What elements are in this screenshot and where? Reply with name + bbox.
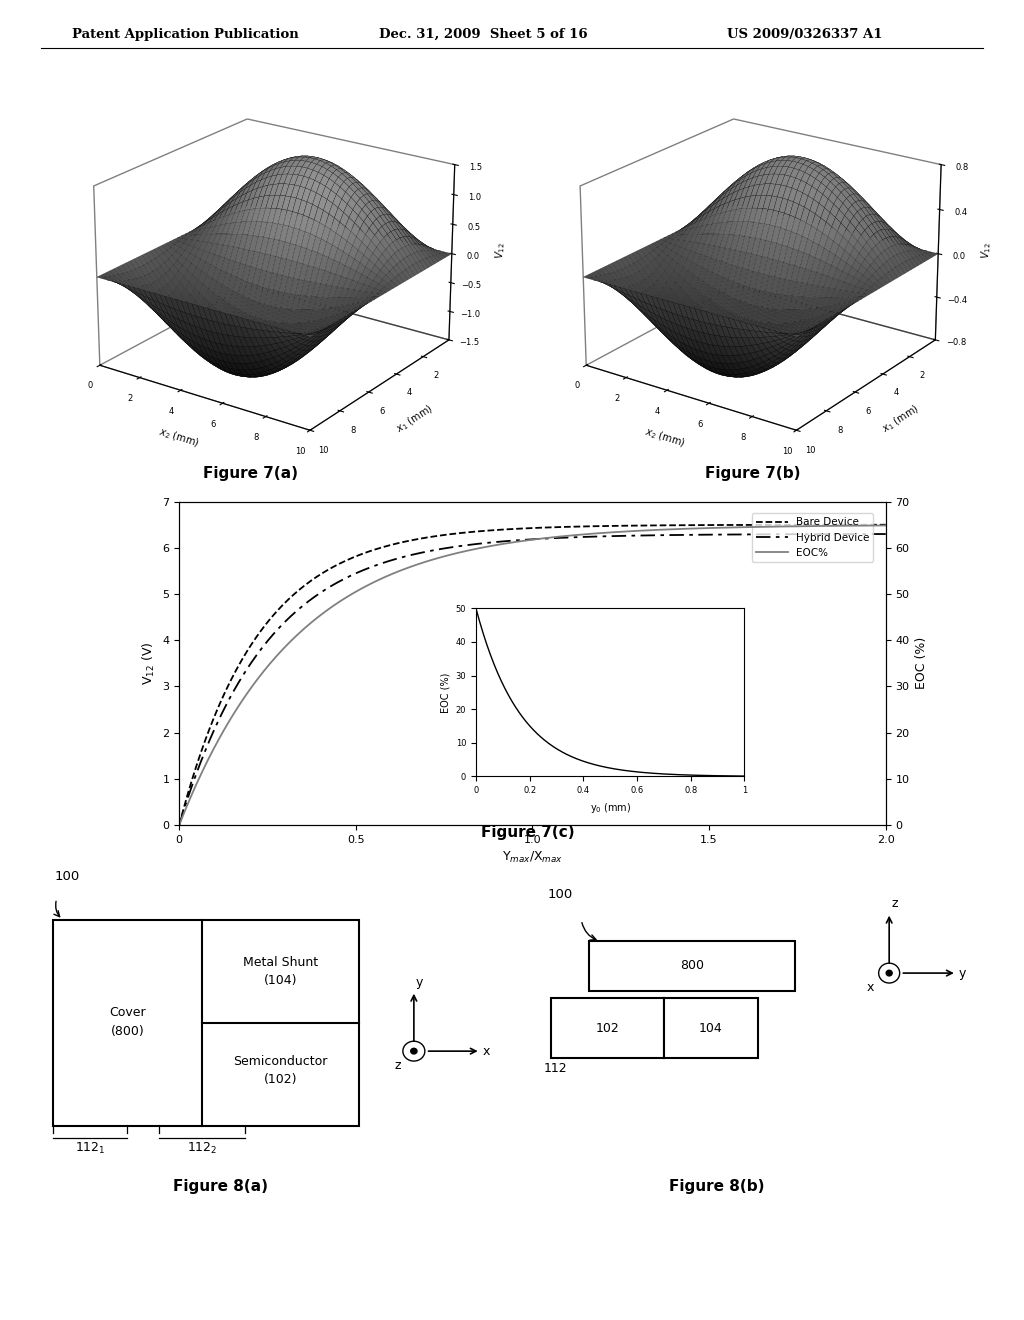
Bare Device — [880, 517, 892, 533]
EOC% — [594, 525, 606, 541]
Text: 112$_1$: 112$_1$ — [75, 1142, 105, 1156]
Text: y: y — [958, 966, 966, 979]
Y-axis label: EOC (%): EOC (%) — [915, 638, 928, 689]
Bare Device — [594, 519, 606, 535]
Hybrid Device — [513, 532, 525, 548]
Bare Device — [862, 517, 874, 533]
Hybrid Device — [594, 528, 606, 544]
Text: Figure 8(b): Figure 8(b) — [669, 1179, 765, 1193]
Y-axis label: $x_1$ (mm): $x_1$ (mm) — [880, 401, 923, 436]
Text: (800): (800) — [111, 1026, 144, 1038]
EOC% — [862, 517, 874, 533]
Circle shape — [886, 970, 892, 975]
Text: Metal Shunt: Metal Shunt — [243, 956, 318, 969]
Text: x: x — [866, 981, 874, 994]
Text: z: z — [394, 1059, 400, 1072]
Text: Figure 7(c): Figure 7(c) — [480, 825, 574, 840]
Text: Semiconductor: Semiconductor — [233, 1055, 328, 1068]
Hybrid Device — [173, 817, 185, 833]
Text: 100: 100 — [548, 887, 573, 900]
X-axis label: $x_2$ (mm): $x_2$ (mm) — [157, 425, 200, 450]
Circle shape — [411, 1048, 417, 1053]
Text: US 2009/0326337 A1: US 2009/0326337 A1 — [727, 28, 883, 41]
EOC% — [513, 533, 525, 549]
Hybrid Device — [862, 527, 874, 543]
Text: 100: 100 — [54, 870, 80, 883]
EOC% — [880, 517, 892, 533]
Bar — [664, 998, 758, 1059]
X-axis label: $x_2$ (mm): $x_2$ (mm) — [643, 425, 686, 450]
Text: Cover: Cover — [109, 1006, 145, 1019]
X-axis label: Y$_{max}$/X$_{max}$: Y$_{max}$/X$_{max}$ — [502, 850, 563, 866]
Bare Device — [513, 520, 525, 536]
EOC% — [753, 519, 765, 535]
Bare Device — [555, 519, 567, 535]
Text: 102: 102 — [596, 1022, 620, 1035]
Bar — [551, 998, 664, 1059]
Bar — [589, 941, 796, 991]
Bare Device — [753, 517, 765, 533]
Text: x: x — [482, 1044, 489, 1057]
Hybrid Device — [555, 529, 567, 545]
Text: Dec. 31, 2009  Sheet 5 of 16: Dec. 31, 2009 Sheet 5 of 16 — [379, 28, 588, 41]
Text: y: y — [416, 975, 423, 989]
Text: Figure 7(a): Figure 7(a) — [204, 466, 298, 480]
Text: (104): (104) — [263, 974, 297, 986]
Bare Device — [173, 817, 185, 833]
Legend: Bare Device, Hybrid Device, EOC%: Bare Device, Hybrid Device, EOC% — [753, 513, 873, 562]
EOC% — [555, 528, 567, 544]
Bare Device — [509, 521, 521, 537]
Text: Figure 8(a): Figure 8(a) — [173, 1179, 267, 1193]
EOC% — [173, 817, 185, 833]
Y-axis label: $x_1$ (mm): $x_1$ (mm) — [393, 401, 436, 436]
Line: Hybrid Device: Hybrid Device — [179, 535, 886, 825]
Hybrid Device — [753, 527, 765, 543]
Text: (102): (102) — [263, 1073, 297, 1086]
Text: Figure 7(b): Figure 7(b) — [705, 466, 801, 480]
EOC% — [509, 535, 521, 550]
Text: Patent Application Publication: Patent Application Publication — [72, 28, 298, 41]
Text: 800: 800 — [680, 960, 705, 973]
Line: EOC%: EOC% — [179, 525, 886, 825]
Hybrid Device — [509, 532, 521, 548]
Text: 104: 104 — [699, 1022, 723, 1035]
Text: z: z — [891, 898, 898, 911]
Text: 112$_2$: 112$_2$ — [186, 1142, 217, 1156]
Bar — [53, 920, 358, 1126]
Text: 112: 112 — [544, 1063, 567, 1076]
Line: Bare Device: Bare Device — [179, 525, 886, 825]
Hybrid Device — [880, 527, 892, 543]
Y-axis label: V$_{12}$ (V): V$_{12}$ (V) — [140, 642, 157, 685]
